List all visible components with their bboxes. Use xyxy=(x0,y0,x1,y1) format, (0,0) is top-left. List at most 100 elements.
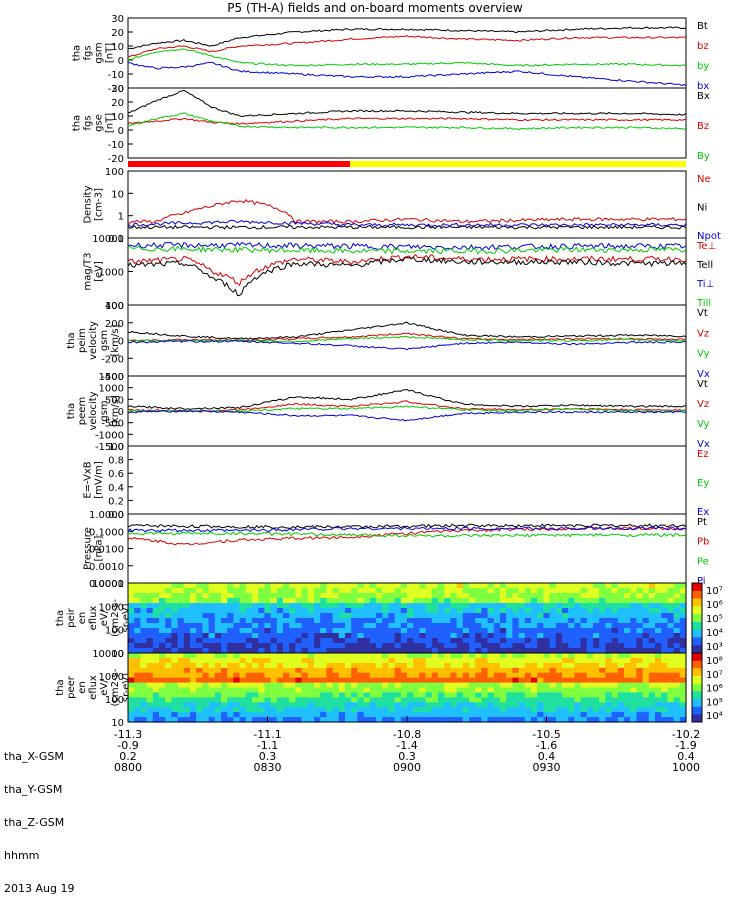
spectrogram-cell xyxy=(636,707,644,713)
spectrogram-cell xyxy=(518,662,526,669)
y-tick-label: 10 xyxy=(111,649,124,660)
spectrogram-cell xyxy=(500,697,507,703)
spectrogram-cell xyxy=(345,682,352,689)
spectrogram-cell xyxy=(332,628,340,634)
colorbar-segment xyxy=(692,598,702,607)
spectrogram-cell xyxy=(171,618,179,624)
spectrogram-cell xyxy=(679,583,687,589)
y-axis-label: [nT] xyxy=(105,113,116,133)
spectrogram-cell xyxy=(555,692,563,698)
spectrogram-cell xyxy=(369,613,377,619)
spectrogram-cell xyxy=(239,588,247,594)
spectrogram-cell xyxy=(438,707,445,713)
spectrogram-cell xyxy=(177,618,185,624)
spectrogram-cell xyxy=(382,618,389,624)
spectrogram-cell xyxy=(233,598,241,604)
spectrogram-cell xyxy=(555,682,563,689)
y-axis-label: en xyxy=(77,612,88,625)
spectrogram-cell xyxy=(140,593,148,599)
spectrogram-cell xyxy=(270,697,278,703)
spectrogram-cell xyxy=(506,677,513,684)
spectrogram-cell xyxy=(469,702,476,708)
spectrogram-cell xyxy=(345,717,352,723)
spectrogram-cell xyxy=(400,717,408,723)
spectrogram-cell xyxy=(469,628,476,634)
spectrogram-cell xyxy=(438,687,445,693)
spectrogram-cell xyxy=(599,653,606,659)
spectrogram-cell xyxy=(214,682,222,689)
spectrogram-cell xyxy=(289,717,296,723)
spectrogram-cell xyxy=(413,702,420,708)
spectrogram-cell xyxy=(369,687,377,693)
spectrogram-cell xyxy=(183,628,191,634)
spectrogram-cell xyxy=(165,618,172,624)
spectrogram-cell xyxy=(134,662,141,669)
spectrogram-cell xyxy=(555,638,563,644)
spectrogram-cell xyxy=(481,643,489,649)
spectrogram-cell xyxy=(376,687,383,693)
spectrogram-cell xyxy=(239,618,247,624)
spectrogram-cell xyxy=(531,707,538,713)
spectrogram-cell xyxy=(295,623,303,629)
spectrogram-cell xyxy=(159,712,166,718)
footer-value: 0.4 xyxy=(537,750,556,763)
spectrogram-cell xyxy=(214,672,222,679)
spectrogram-cell xyxy=(624,583,631,589)
spectrogram-cell xyxy=(481,583,489,589)
spectrogram-cell xyxy=(363,697,371,703)
spectrogram-cell xyxy=(202,662,210,669)
spectrogram-cell xyxy=(518,638,526,644)
spectrogram-cell xyxy=(661,583,668,589)
spectrogram-cell xyxy=(338,613,346,619)
spectrogram-cell xyxy=(531,692,538,698)
spectrogram-cell xyxy=(524,643,532,649)
spectrogram-cell xyxy=(270,653,278,659)
spectrogram-cell xyxy=(679,643,687,649)
spectrogram-cell xyxy=(636,662,644,669)
y-tick-label: 20 xyxy=(111,98,124,109)
y-tick-label: -1500 xyxy=(95,442,124,453)
spectrogram-cell xyxy=(636,598,644,604)
spectrogram-cell xyxy=(332,608,340,614)
y-axis-label: [cm-3] xyxy=(94,188,105,221)
spectrogram-cell xyxy=(394,687,402,693)
spectrogram-cell xyxy=(549,712,557,718)
spectrogram-cell xyxy=(165,613,172,619)
spectrogram-cell xyxy=(208,633,216,639)
spectrogram-cell xyxy=(283,643,290,649)
spectrogram-cell xyxy=(165,662,172,669)
spectrogram-cell xyxy=(171,657,179,664)
spectrogram-cell xyxy=(227,608,234,614)
spectrogram-cell xyxy=(462,702,470,708)
spectrogram-cell xyxy=(444,657,451,664)
spectrogram-cell xyxy=(407,633,414,639)
spectrogram-cell xyxy=(208,672,216,679)
colorbar-segment xyxy=(692,583,702,592)
spectrogram-cell xyxy=(673,623,681,629)
spectrogram-cell xyxy=(655,598,662,604)
spectrogram-cell xyxy=(562,697,569,703)
spectrogram-cell xyxy=(320,653,327,659)
spectrogram-cell xyxy=(413,593,420,599)
colorbar-segment xyxy=(692,668,702,677)
spectrogram-cell xyxy=(605,623,613,629)
spectrogram-cell xyxy=(568,633,575,639)
spectrogram-cell xyxy=(183,623,191,629)
spectrogram-cell xyxy=(438,618,445,624)
spectrogram-cell xyxy=(320,598,327,604)
spectrogram-cell xyxy=(438,662,445,669)
spectrogram-cell xyxy=(673,613,681,619)
spectrogram-cell xyxy=(487,657,495,664)
spectrogram-cell xyxy=(456,628,464,634)
spectrogram-cell xyxy=(462,677,470,684)
spectrogram-cell xyxy=(617,603,625,609)
spectrogram-cell xyxy=(531,588,538,594)
spectrogram-cell xyxy=(140,643,148,649)
spectrogram-cell xyxy=(307,633,315,639)
spectrogram-cell xyxy=(400,697,408,703)
spectrogram-cell xyxy=(159,608,166,614)
spectrogram xyxy=(128,583,687,654)
panel-frame xyxy=(127,513,687,584)
spectrogram-cell xyxy=(599,677,606,684)
spectrogram-cell xyxy=(679,623,687,629)
